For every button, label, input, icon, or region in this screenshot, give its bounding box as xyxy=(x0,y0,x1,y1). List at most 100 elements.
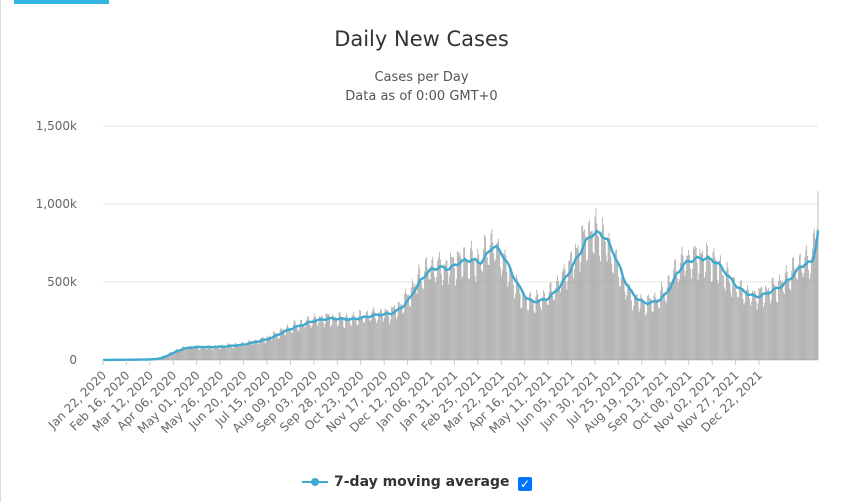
daily-case-bar xyxy=(449,275,451,360)
daily-case-bar xyxy=(619,286,620,360)
daily-case-bar xyxy=(479,263,481,360)
daily-case-bar xyxy=(242,342,243,360)
daily-case-bar xyxy=(426,267,428,360)
daily-case-bar xyxy=(350,324,351,360)
daily-case-bar xyxy=(273,331,274,360)
daily-case-bar xyxy=(304,327,305,360)
daily-case-bar xyxy=(560,286,562,360)
daily-case-bar xyxy=(543,290,544,360)
daily-case-bar xyxy=(677,277,678,360)
daily-case-bar xyxy=(607,242,609,360)
daily-case-bar xyxy=(730,292,732,360)
daily-case-bar xyxy=(321,315,322,360)
daily-case-bar xyxy=(400,304,402,360)
daily-case-bar xyxy=(745,292,747,360)
daily-case-bar xyxy=(729,283,731,360)
daily-case-bar xyxy=(420,279,422,360)
daily-case-bar xyxy=(252,343,254,360)
daily-case-bar xyxy=(708,256,710,360)
daily-case-bar xyxy=(293,319,295,360)
daily-case-bar xyxy=(609,238,611,360)
daily-case-bar xyxy=(181,348,183,360)
daily-case-bar xyxy=(338,312,340,360)
daily-case-bar xyxy=(424,271,425,360)
daily-case-bar xyxy=(470,240,472,360)
daily-case-bar xyxy=(210,346,212,360)
daily-case-bar xyxy=(402,314,404,360)
daily-case-bar xyxy=(185,348,186,360)
daily-case-bar xyxy=(658,307,660,360)
daily-case-bar xyxy=(799,253,801,360)
daily-case-bar xyxy=(314,313,316,360)
daily-case-bar xyxy=(265,341,267,360)
daily-case-bar xyxy=(817,191,819,360)
legend-moving-average[interactable]: 7-day moving average xyxy=(302,471,510,493)
chart-subtitle-line-2: Data as of 0:00 GMT+0 xyxy=(345,89,498,104)
daily-case-bar xyxy=(452,257,453,360)
daily-case-bar xyxy=(219,349,221,360)
daily-case-bar xyxy=(249,341,251,360)
daily-case-bar xyxy=(391,306,392,360)
daily-case-bar xyxy=(415,291,417,360)
daily-case-bar xyxy=(528,310,529,360)
daily-case-bar xyxy=(515,274,517,360)
daily-case-bar xyxy=(343,327,345,360)
daily-case-bar xyxy=(610,256,612,360)
active-tab-indicator[interactable] xyxy=(14,0,109,4)
daily-case-bar xyxy=(180,350,182,360)
daily-case-bar xyxy=(271,340,273,360)
daily-case-bar xyxy=(367,316,369,360)
daily-case-bar xyxy=(744,302,746,360)
daily-case-bar xyxy=(365,311,367,360)
daily-case-bar xyxy=(551,290,553,360)
daily-case-bar xyxy=(418,264,420,360)
daily-case-bar xyxy=(335,316,336,360)
daily-case-bar xyxy=(568,261,570,360)
legend-line-marker-icon xyxy=(302,478,328,486)
daily-case-bar xyxy=(388,316,390,360)
daily-case-bar xyxy=(435,282,436,360)
daily-case-bar xyxy=(179,350,181,360)
daily-case-bar xyxy=(428,279,430,360)
daily-case-bar xyxy=(396,316,398,360)
y-tick-label: 500k xyxy=(47,275,77,289)
daily-case-bar xyxy=(763,306,764,360)
daily-case-bar xyxy=(656,300,658,360)
daily-case-bar xyxy=(433,267,435,360)
daily-case-bar xyxy=(297,329,299,360)
daily-case-bar xyxy=(540,306,541,360)
daily-case-bar xyxy=(623,280,625,360)
daily-case-bar xyxy=(406,293,407,360)
daily-case-bar xyxy=(618,276,619,360)
daily-case-bar xyxy=(542,297,543,360)
daily-case-bar xyxy=(446,260,448,360)
daily-case-bar xyxy=(801,272,803,360)
daily-case-bar xyxy=(337,324,339,360)
daily-case-bar xyxy=(410,287,412,360)
daily-case-bar xyxy=(701,253,703,360)
daily-case-bar xyxy=(524,296,526,360)
daily-case-bar xyxy=(681,246,683,360)
daily-case-bar xyxy=(558,281,559,360)
daily-case-bar xyxy=(507,286,509,360)
daily-case-bar xyxy=(749,298,750,360)
moving-average-checkbox[interactable]: ✓ xyxy=(518,477,532,491)
daily-case-bar xyxy=(276,333,277,360)
daily-case-bar xyxy=(698,272,700,360)
daily-case-bar xyxy=(311,325,313,360)
daily-case-bar xyxy=(166,355,168,360)
daily-case-bar xyxy=(438,257,439,360)
daily-case-bar xyxy=(370,319,372,360)
daily-case-bar xyxy=(705,271,706,360)
daily-case-bar xyxy=(751,301,752,360)
daily-case-bar xyxy=(257,342,258,360)
daily-case-bar xyxy=(499,251,500,360)
daily-case-bar xyxy=(589,219,590,360)
daily-case-bar xyxy=(723,275,724,360)
daily-case-bar xyxy=(711,281,713,360)
daily-case-bar xyxy=(579,271,581,360)
daily-case-bar xyxy=(229,344,230,360)
daily-case-bar xyxy=(291,332,292,360)
daily-case-bar xyxy=(587,259,588,360)
daily-case-bar xyxy=(192,349,194,360)
